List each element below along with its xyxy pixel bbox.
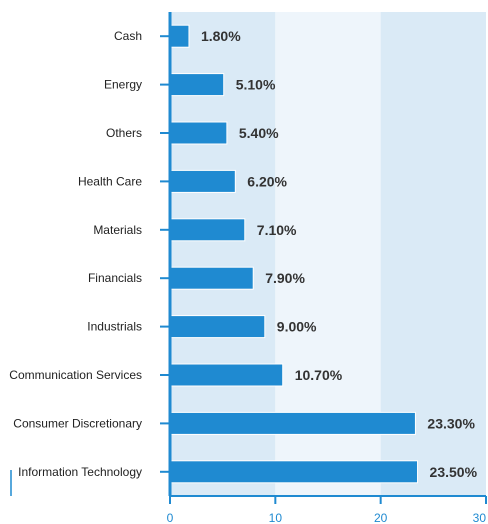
bar (169, 460, 419, 484)
x-tick-label: 20 (374, 511, 388, 524)
value-label: 23.50% (430, 464, 478, 480)
value-label: 6.20% (247, 173, 287, 189)
category-label: Others (106, 126, 142, 140)
value-label: 23.30% (427, 415, 475, 431)
category-label: Communication Services (9, 368, 142, 382)
x-tick-label: 10 (269, 511, 283, 524)
bar (169, 315, 266, 339)
value-label: 1.80% (201, 28, 241, 44)
bar (169, 266, 254, 290)
category-label: Energy (104, 78, 142, 92)
value-label: 7.10% (257, 222, 297, 238)
value-label: 7.90% (265, 270, 305, 286)
bar (169, 218, 246, 242)
bar (169, 24, 190, 48)
bar (169, 363, 284, 387)
category-label: Industrials (87, 320, 142, 334)
bar (169, 411, 416, 435)
bar (169, 73, 225, 97)
x-tick-label: 0 (167, 511, 174, 524)
bar (169, 169, 236, 193)
value-label: 5.10% (236, 77, 276, 93)
value-label: 9.00% (277, 319, 317, 335)
category-label: Financials (88, 271, 142, 285)
value-label: 10.70% (295, 367, 343, 383)
category-label: Cash (114, 29, 142, 43)
labels: Cash 1.80% Energy 5.10% Others 5.40% Health Ca… (9, 28, 486, 524)
axes (10, 12, 487, 504)
x-tick-label: 30 (473, 511, 487, 524)
bar (169, 121, 228, 145)
category-label: Health Care (78, 174, 142, 188)
category-label: Consumer Discretionary (13, 416, 142, 430)
category-label: Information Technology (18, 465, 142, 479)
value-label: 5.40% (239, 125, 279, 141)
category-label: Materials (93, 223, 142, 237)
